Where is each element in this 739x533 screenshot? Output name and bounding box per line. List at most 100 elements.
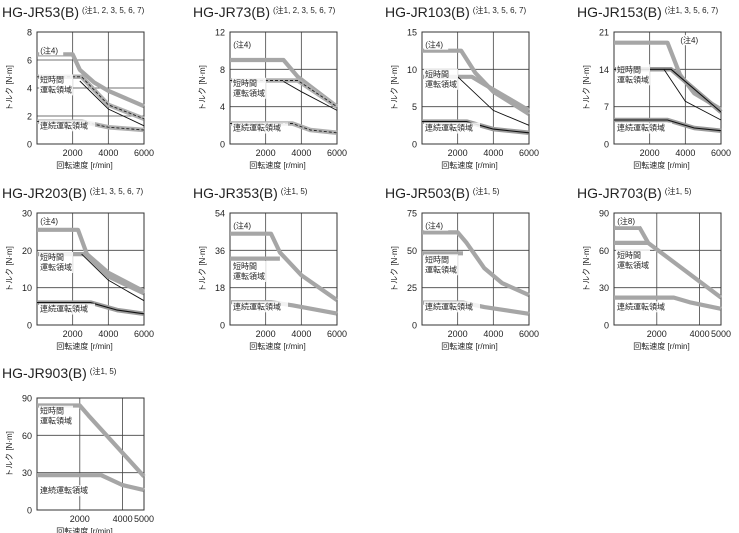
chart-hg-jr503b: HG-JR503(B) (注1, 5) 0 25 50 75 2000 4000 6000 回転速… <box>385 185 539 351</box>
chart-title-notes: (注1, 5) <box>90 366 117 376</box>
series-line-3-core <box>614 119 722 132</box>
x-tick-label: 4000 <box>291 148 311 158</box>
chart-title-model: HG-JR53(B) <box>2 4 79 20</box>
y-tick-label: 4 <box>27 84 32 94</box>
chart-title-notes: (注1, 5) <box>473 186 500 196</box>
chart-title-model: HG-JR153(B) <box>577 4 662 20</box>
x-tick-label: 2000 <box>63 329 83 339</box>
y-tick-label: 0 <box>604 140 609 150</box>
series-line-2 <box>663 69 722 121</box>
plot-frame <box>36 212 145 326</box>
x-tick-label: 6000 <box>711 148 731 158</box>
annotation-bg <box>679 35 704 46</box>
x-axis-label: 回転速度 [r/min] <box>633 341 689 351</box>
y-tick-label: 0 <box>220 140 225 150</box>
label-bg <box>232 77 266 99</box>
label-bg <box>39 405 73 427</box>
label-short-term: 運転領域 <box>40 416 72 426</box>
y-tick-label: 0 <box>27 506 32 516</box>
label-short-term: 短時間 <box>40 74 64 84</box>
label-bg <box>616 249 650 271</box>
annotation-note: (注8) <box>617 216 635 226</box>
x-tick-label: 2000 <box>256 148 276 158</box>
annotation-note: (注4) <box>40 45 58 55</box>
annotation-bg <box>424 220 449 231</box>
y-tick-label: 18 <box>215 283 225 293</box>
chart-title-notes: (注1, 3, 5, 6, 7) <box>473 5 527 15</box>
chart-title-model: HG-JR703(B) <box>577 185 662 201</box>
plot-frame <box>613 212 722 326</box>
x-tick-label: 6000 <box>519 329 539 339</box>
x-tick-label: 5000 <box>134 514 154 524</box>
label-bg <box>616 64 650 86</box>
annotation-bg <box>39 216 64 227</box>
series-line-0 <box>614 225 723 300</box>
x-tick-label: 4000 <box>98 329 118 339</box>
chart-hg-jr53b: HG-JR53(B) (注1, 2, 3, 5, 6, 7) 0 2 4 6 8 2000 40… <box>2 4 154 170</box>
y-tick-label: 5 <box>412 102 417 112</box>
plot-frame <box>421 212 530 326</box>
label-short-term: 運転領域 <box>233 88 265 98</box>
label-short-term: 短時間 <box>40 406 64 416</box>
label-continuous: 連続運転領域 <box>40 304 88 314</box>
y-tick-label: 2 <box>27 112 32 122</box>
x-tick-label: 6000 <box>134 329 154 339</box>
y-tick-label: 0 <box>412 140 417 150</box>
x-tick-label: 2000 <box>640 148 660 158</box>
chart-title: HG-JR903(B) (注1, 5) <box>2 365 117 381</box>
y-tick-label: 0 <box>604 321 609 331</box>
x-tick-label: 4000 <box>113 514 133 524</box>
label-bg <box>616 301 672 313</box>
y-tick-label: 21 <box>599 28 609 38</box>
annotation-note: (注4) <box>40 216 58 226</box>
chart-title: HG-JR703(B) (注1, 5) <box>577 185 692 201</box>
x-axis-label: 回転速度 [r/min] <box>441 160 497 170</box>
annotation-bg <box>232 220 257 231</box>
label-bg <box>424 254 458 276</box>
label-short-term: 運転領域 <box>617 260 649 270</box>
x-tick-label: 4000 <box>675 148 695 158</box>
y-tick-label: 8 <box>220 65 225 75</box>
label-bg <box>39 74 73 96</box>
plot-frame <box>36 397 145 511</box>
y-tick-label: 30 <box>22 209 32 219</box>
x-tick-label: 6000 <box>134 148 154 158</box>
series-line-2 <box>79 80 145 127</box>
label-bg <box>232 301 288 313</box>
y-tick-label: 8 <box>27 28 32 38</box>
series-line-0 <box>37 52 145 109</box>
annotation-note: (注4) <box>233 40 251 50</box>
label-bg <box>424 301 480 313</box>
x-tick-label: 2000 <box>647 329 667 339</box>
chart-title-model: HG-JR73(B) <box>193 4 270 20</box>
x-tick-label: 2000 <box>256 329 276 339</box>
series-line-3-core <box>37 302 145 315</box>
chart-title: HG-JR53(B) (注1, 2, 3, 5, 6, 7) <box>2 4 145 20</box>
label-short-term: 短時間 <box>40 252 64 262</box>
y-tick-label: 90 <box>22 394 32 404</box>
plot-frame <box>229 212 338 326</box>
x-tick-label: 6000 <box>519 148 539 158</box>
annotation-note: (注4) <box>425 221 443 231</box>
label-short-term: 短時間 <box>425 254 449 264</box>
chart-hg-jr353b: HG-JR353(B) (注1, 5) 0 18 36 54 2000 4000 6000 回転速… <box>193 185 347 351</box>
y-tick-label: 15 <box>407 28 417 38</box>
y-tick-label: 36 <box>215 246 225 256</box>
label-continuous: 連続運転領域 <box>425 123 473 133</box>
x-tick-label: 4000 <box>98 148 118 158</box>
y-tick-label: 14 <box>599 65 609 75</box>
chart-title-notes: (注1, 2, 3, 5, 6, 7) <box>273 5 336 15</box>
x-tick-label: 4000 <box>483 148 503 158</box>
y-axis-label: トルク [N·m] <box>5 246 14 292</box>
label-short-term: 短時間 <box>617 64 641 74</box>
chart-title: HG-JR73(B) (注1, 2, 3, 5, 6, 7) <box>193 4 336 20</box>
label-short-term: 短時間 <box>233 78 257 88</box>
y-tick-label: 25 <box>407 283 417 293</box>
chart-hg-jr103b: HG-JR103(B) (注1, 3, 5, 6, 7) 0 5 10 15 2000 400… <box>385 4 539 170</box>
y-tick-label: 10 <box>407 65 417 75</box>
annotation-note: (注4) <box>425 40 443 50</box>
x-tick-label: 5000 <box>711 329 731 339</box>
label-continuous: 連続運転領域 <box>617 301 665 311</box>
chart-title-model: HG-JR103(B) <box>385 4 470 20</box>
x-axis-label: 回転速度 [r/min] <box>441 341 497 351</box>
